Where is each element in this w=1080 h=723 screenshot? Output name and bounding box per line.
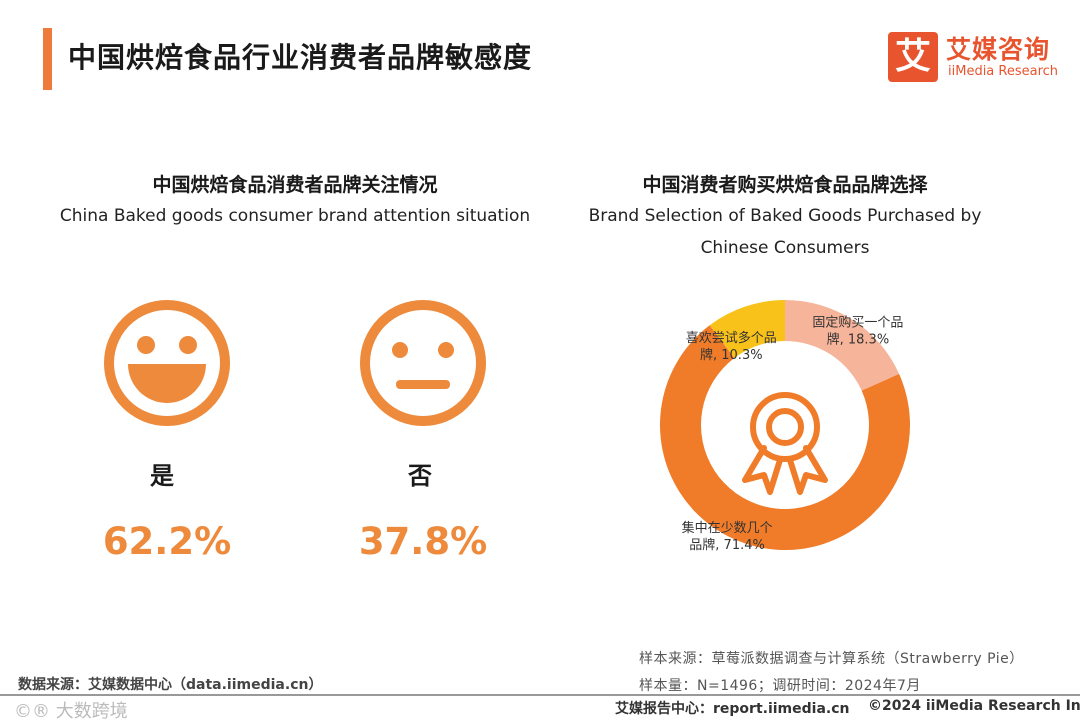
iimedia-logo: 艾 艾媒咨询 iiMedia Research	[888, 32, 1063, 82]
left-chart-title: 中国烘焙食品消费者品牌关注情况	[152, 174, 438, 196]
yes-label: 是	[150, 462, 174, 490]
right-chart-subtitle-line1: Brand Selection of Baked Goods Purchased…	[588, 206, 982, 226]
report-center-link[interactable]: 艾媒报告中心：report.iimedia.cn	[615, 701, 850, 717]
sample-source-note: 样本来源：草莓派数据调查与计算系统（Strawberry Pie）	[639, 651, 1024, 667]
donut-slice-1	[660, 325, 910, 550]
logo-en-text: iiMedia Research	[948, 64, 1059, 79]
laughing-face-icon	[104, 300, 230, 426]
no-value: 37.8%	[358, 520, 488, 563]
logo-cn-text: 艾媒咨询	[946, 35, 1051, 64]
yes-value: 62.2%	[102, 520, 232, 563]
copyright-text: ©2024 iiMedia Research Inc	[868, 698, 1080, 714]
donut-slice-2	[709, 300, 785, 358]
page-title: 中国烘焙食品行业消费者品牌敏感度	[68, 41, 533, 74]
right-chart-subtitle-line2: Chinese Consumers	[700, 238, 870, 258]
left-chart-subtitle: China Baked goods consumer brand attenti…	[59, 206, 531, 226]
donut-label-0: 固定购买一个品牌, 18.3%	[812, 315, 903, 348]
logo-mark: 艾	[888, 32, 938, 82]
donut-slice-0	[785, 300, 900, 391]
no-label: 否	[408, 462, 432, 490]
donut-label-1: 集中在少数几个品牌, 71.4%	[682, 520, 773, 553]
sample-size-note: 样本量：N=1496；调研时间：2024年7月	[639, 678, 921, 694]
brand-selection-donut-chart: 固定购买一个品牌, 18.3% 集中在少数几个品牌, 71.4% 喜欢尝试多个品牌,…	[660, 300, 910, 553]
title-accent-bar	[43, 28, 52, 90]
neutral-face-icon	[360, 300, 486, 426]
donut-label-2: 喜欢尝试多个品牌, 10.3%	[686, 330, 777, 363]
right-chart-title: 中国消费者购买烘焙食品品牌选择	[642, 174, 928, 196]
award-badge-icon	[742, 392, 828, 495]
watermark-text: ©® 大数跨境	[14, 701, 128, 722]
footer-divider	[0, 694, 1080, 696]
data-source-note: 数据来源：艾媒数据中心（data.iimedia.cn）	[18, 677, 323, 693]
